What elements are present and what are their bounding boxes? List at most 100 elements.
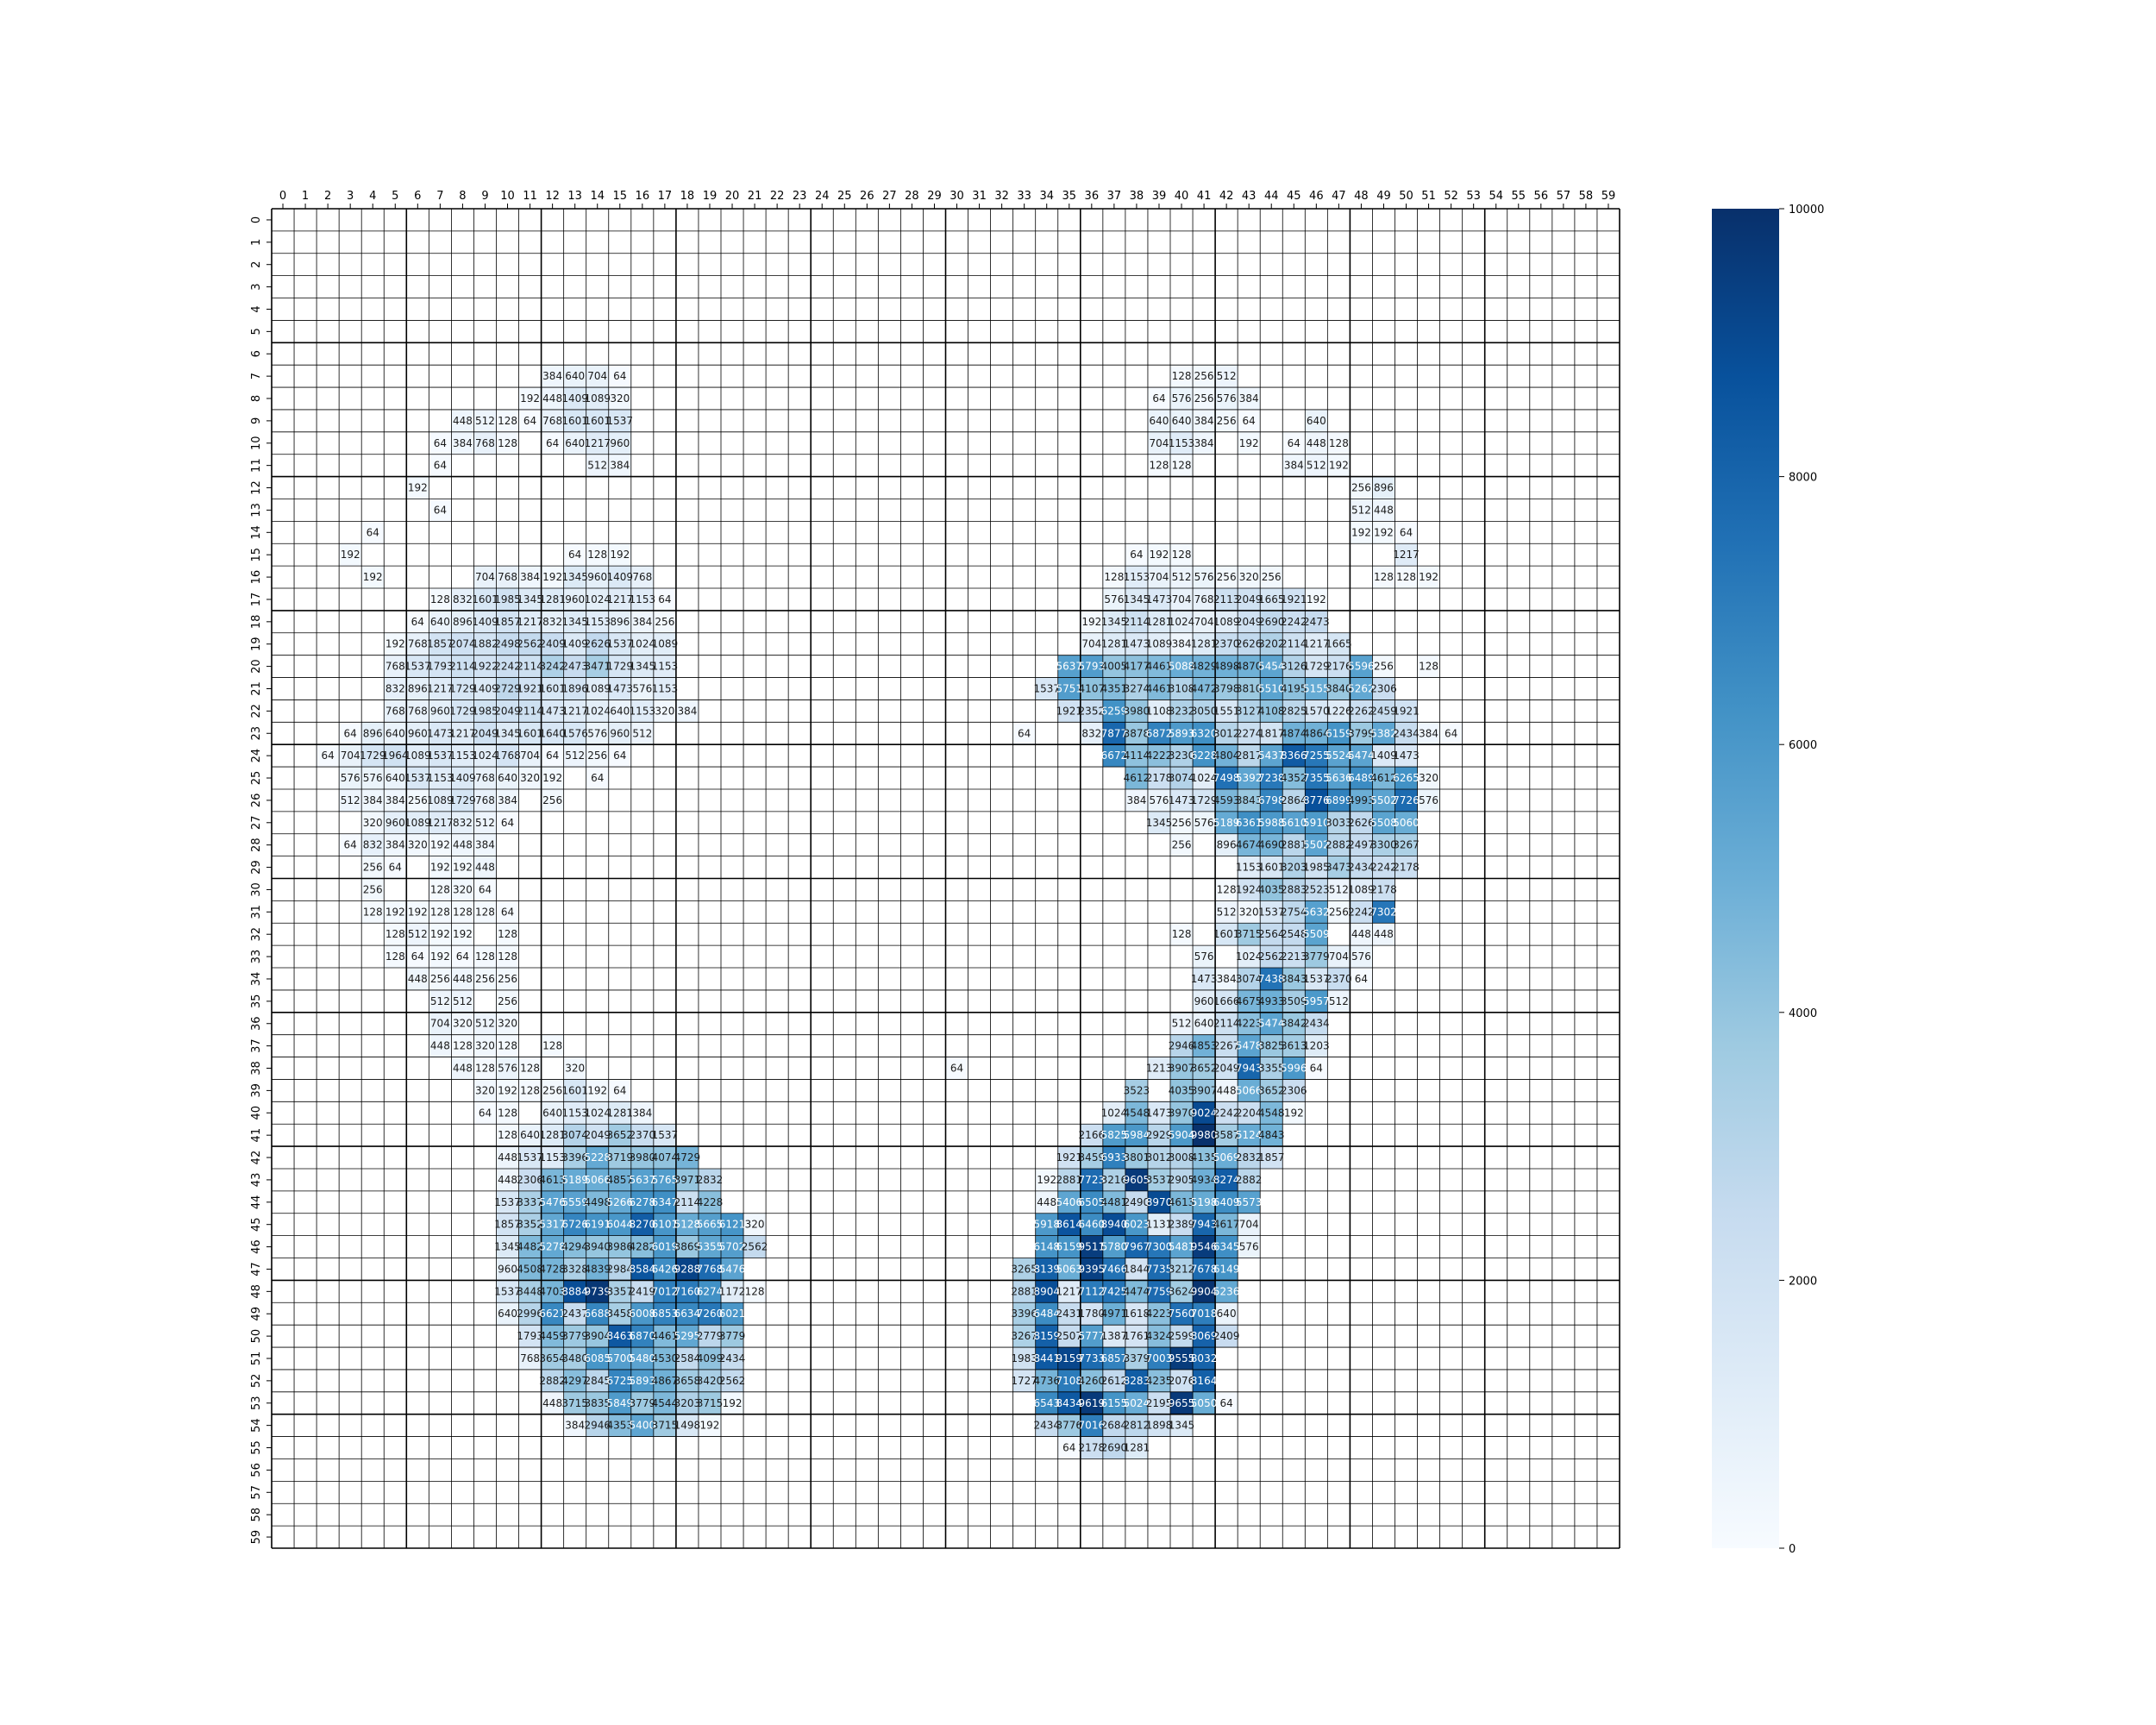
heatmap-cell (1215, 655, 1238, 678)
heatmap-cell (384, 945, 407, 969)
cell-value-label: 832 (542, 616, 562, 628)
heatmap-cell (496, 945, 519, 969)
heatmap-cell (361, 521, 385, 544)
y-tick-label: 16 (250, 570, 263, 585)
heatmap-cell (1125, 1280, 1148, 1303)
cell-value-label: 1153 (652, 661, 679, 673)
heatmap-cell (361, 811, 385, 834)
heatmap-cell (630, 1302, 654, 1326)
heatmap-cell (586, 365, 609, 388)
cell-value-label: 2242 (494, 661, 521, 673)
heatmap-cell (518, 767, 542, 789)
heatmap-cell (541, 1146, 564, 1169)
cell-value-label: 8463 (607, 1330, 634, 1342)
heatmap-cell (1102, 1258, 1125, 1281)
heatmap-cell (1193, 365, 1216, 388)
cell-value-label: 64 (434, 460, 447, 472)
cell-value-label: 5317 (539, 1219, 566, 1231)
heatmap-cell (586, 431, 609, 455)
heatmap-cell (630, 1280, 654, 1303)
heatmap-cell (496, 1213, 519, 1236)
heatmap-cell (1260, 878, 1283, 901)
cell-value-label: 3843 (1281, 973, 1307, 985)
heatmap-cell (1170, 744, 1194, 768)
heatmap-cell (473, 1079, 497, 1102)
heatmap-cell (1035, 1213, 1058, 1236)
heatmap-cell (586, 1235, 609, 1258)
x-tick-label: 58 (1579, 190, 1594, 203)
heatmap-cell (451, 431, 474, 455)
heatmap-cell (384, 767, 407, 789)
cell-value-label: 7003 (1146, 1352, 1173, 1364)
heatmap-cell (1282, 811, 1306, 834)
heatmap-cell (1372, 878, 1395, 901)
heatmap-cell (1147, 699, 1170, 723)
cell-value-label: 2825 (1281, 705, 1307, 717)
cell-value-label: 4993 (1348, 794, 1375, 806)
heatmap-cell (496, 1258, 519, 1281)
cell-value-label: 256 (1172, 817, 1192, 829)
heatmap-cell (361, 878, 385, 901)
cell-value-label: 896 (453, 616, 473, 628)
y-tick-label: 51 (250, 1352, 263, 1366)
cell-value-label: 64 (1062, 1442, 1075, 1454)
cell-value-label: 3396 (561, 1151, 588, 1164)
cell-value-label: 384 (385, 794, 405, 806)
heatmap-cell (1057, 699, 1081, 723)
heatmap-cell (541, 1369, 564, 1392)
cell-value-label: 704 (1239, 1219, 1259, 1231)
cell-value-label: 1089 (584, 682, 611, 694)
heatmap-cell (1035, 1369, 1058, 1392)
cell-value-label: 6345 (1213, 1241, 1240, 1253)
cell-value-label: 64 (546, 437, 559, 449)
heatmap-cell (1102, 1391, 1125, 1414)
heatmap-cell (1125, 588, 1148, 611)
cell-value-label: 5700 (607, 1352, 634, 1364)
cell-value-label: 704 (430, 1018, 450, 1030)
y-tick-label: 14 (250, 525, 263, 540)
heatmap-cell (1193, 431, 1216, 455)
heatmap-cell (945, 1057, 968, 1080)
heatmap-cell (1327, 431, 1351, 455)
cell-value-label: 384 (1284, 460, 1304, 472)
cell-value-label: 960 (565, 593, 585, 605)
cell-value-label: 9980 (1191, 1129, 1218, 1141)
y-tick-label: 42 (250, 1151, 263, 1165)
cell-value-label: 512 (632, 727, 652, 739)
x-tick-label: 47 (1332, 190, 1346, 203)
cell-value-label: 2754 (1281, 906, 1307, 918)
cell-value-label: 384 (632, 1107, 652, 1119)
heatmap-cell (563, 1258, 586, 1281)
heatmap-cell (406, 811, 429, 834)
heatmap-cell (698, 1213, 721, 1236)
cell-value-label: 192 (1037, 1174, 1056, 1186)
cell-value-label: 1857 (494, 1219, 521, 1231)
cell-value-label: 64 (389, 862, 402, 874)
heatmap-cell (1170, 1325, 1194, 1348)
cell-value-label: 320 (655, 705, 674, 717)
heatmap-cell (1417, 566, 1440, 589)
heatmap-cell (653, 699, 676, 723)
cell-value-label: 4474 (1124, 1285, 1150, 1297)
heatmap-cell (608, 1079, 631, 1102)
y-tick-label: 20 (250, 659, 263, 674)
heatmap-cell (1170, 1101, 1194, 1125)
heatmap-cell (1282, 767, 1306, 789)
heatmap-cell (1395, 833, 1418, 856)
y-tick-label: 9 (250, 417, 263, 424)
heatmap-cell (1125, 744, 1148, 768)
heatmap-cell (1350, 856, 1373, 879)
cell-value-label: 6259 (1101, 705, 1128, 717)
cell-value-label: 2473 (561, 661, 588, 673)
cell-value-label: 7016 (1079, 1420, 1106, 1432)
cell-value-label: 1729 (1303, 661, 1330, 673)
cell-value-label: 640 (430, 616, 450, 628)
cell-value-label: 3878 (1124, 727, 1150, 739)
cell-value-label: 192 (408, 906, 428, 918)
y-tick-label: 15 (250, 548, 263, 562)
cell-value-label: 6933 (1101, 1151, 1128, 1164)
cell-value-label: 832 (363, 839, 383, 851)
cell-value-label: 6798 (1258, 794, 1285, 806)
cell-value-label: 2434 (719, 1352, 746, 1364)
